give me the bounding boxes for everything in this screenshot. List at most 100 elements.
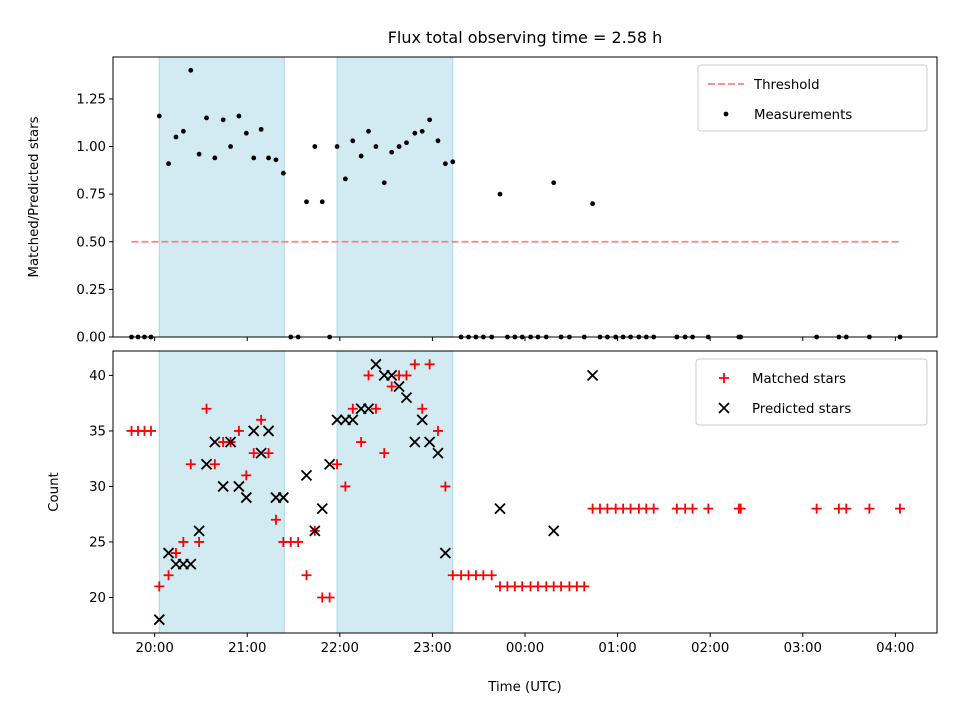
matched-star-point xyxy=(417,403,428,414)
matched-star-point xyxy=(648,503,659,514)
y-tick-label: 0.00 xyxy=(76,331,106,346)
predicted-star-point xyxy=(224,436,237,448)
predicted-star-point xyxy=(277,491,289,504)
measurement-point xyxy=(156,113,162,119)
matched-star-point xyxy=(370,403,381,414)
legend-entry-label: Measurements xyxy=(754,108,852,123)
y-tick-label: 30 xyxy=(89,480,106,495)
top-panel-y-axis-label: Matched/Predicted stars xyxy=(27,116,42,277)
predicted-star-point xyxy=(193,525,205,537)
x-tick-label: 04:00 xyxy=(876,641,914,656)
measurement-point xyxy=(304,199,309,205)
matched-star-point xyxy=(324,592,335,603)
measurement-point xyxy=(212,155,218,161)
y-tick-label: 25 xyxy=(89,535,106,550)
legend-entry-label: Threshold xyxy=(753,78,820,93)
measurement-point xyxy=(381,180,387,186)
predicted-star-point xyxy=(185,558,197,570)
matched-star-point xyxy=(356,437,367,448)
y-tick-label: 0.50 xyxy=(76,235,106,250)
top-panel: 0.00 0.25 0.50 0.75 1.00 1.25 Matched/Predict… xyxy=(27,56,938,346)
measurement-point xyxy=(228,144,233,149)
shaded-interval-0 xyxy=(158,350,285,634)
measurement-point xyxy=(188,67,194,73)
measurement-point xyxy=(251,155,257,161)
measurement-point xyxy=(173,134,179,140)
matched-star-point xyxy=(194,536,205,547)
predicted-star-point xyxy=(200,458,213,470)
matched-star-point xyxy=(486,570,497,581)
matched-star-point xyxy=(293,536,304,547)
measurement-point xyxy=(334,144,340,149)
predicted-star-point xyxy=(331,414,343,426)
matched-star-point xyxy=(894,503,905,514)
predicted-star-point xyxy=(409,436,421,448)
legend-entry-label: Predicted stars xyxy=(752,402,851,417)
matched-star-point xyxy=(170,548,181,559)
predicted-star-point xyxy=(262,425,275,437)
bottom-panel: 20 25 30 35 40 20:00 21:00 22:00 23:00 00:00 01:0… xyxy=(47,350,938,656)
matched-star-point xyxy=(864,503,875,514)
matched-star-point xyxy=(703,503,714,514)
x-tick-label: 20:00 xyxy=(135,641,173,656)
matched-star-point xyxy=(424,359,435,370)
predicted-star-point xyxy=(416,414,428,426)
legend-box xyxy=(695,358,928,426)
measurement-point xyxy=(312,144,318,149)
y-tick-label: 0.75 xyxy=(76,188,106,203)
y-tick-label: 35 xyxy=(89,424,106,439)
y-tick-label: 40 xyxy=(89,369,106,384)
x-tick-label: 21:00 xyxy=(228,641,266,656)
matched-star-point xyxy=(409,359,420,370)
predicted-star-point xyxy=(393,380,405,393)
predicted-star-point xyxy=(347,414,359,426)
matched-star-point xyxy=(579,581,590,592)
measurement-point xyxy=(236,113,242,119)
predicted-star-point xyxy=(209,436,221,448)
matched-star-point xyxy=(201,403,212,414)
legend-measurement-swatch xyxy=(723,111,729,117)
matched-star-point xyxy=(811,503,822,514)
predicted-star-point xyxy=(370,358,382,370)
shaded-interval-1 xyxy=(336,350,454,634)
x-axis-label: Time (UTC) xyxy=(487,680,562,695)
measurement-point xyxy=(319,199,325,205)
matched-star-point xyxy=(154,581,165,592)
predicted-star-point xyxy=(316,503,328,515)
top-panel-shaded-intervals xyxy=(158,56,454,338)
y-tick-label: 1.00 xyxy=(76,140,106,155)
measurement-point xyxy=(342,176,348,182)
measurement-point xyxy=(220,117,226,123)
measurement-point xyxy=(389,149,395,155)
measurement-point xyxy=(427,117,433,123)
chart-title: Flux total observing time = 2.58 h xyxy=(388,28,663,47)
predicted-star-point xyxy=(300,469,313,481)
matched-star-point xyxy=(241,470,252,481)
measurement-point xyxy=(358,153,364,159)
predicted-star-point xyxy=(233,480,245,493)
matched-star-point xyxy=(347,403,358,414)
predicted-star-point xyxy=(309,525,321,537)
shaded-interval-0 xyxy=(158,56,285,338)
matched-star-point xyxy=(379,448,390,459)
measurement-point xyxy=(404,140,409,146)
predicted-star-point xyxy=(386,369,398,382)
matched-star-point xyxy=(270,514,281,525)
predicted-star-point xyxy=(255,447,267,459)
x-tick-label: 23:00 xyxy=(413,641,451,656)
top-panel-y-ticks: 0.00 0.25 0.50 0.75 1.00 1.25 xyxy=(76,92,113,346)
matched-star-point xyxy=(163,570,174,581)
y-tick-label: 20 xyxy=(89,591,106,606)
predicted-star-point xyxy=(432,447,444,459)
predicted-star-point xyxy=(424,436,436,448)
bottom-panel-y-ticks: 20 25 30 35 40 xyxy=(89,369,113,606)
measurement-point xyxy=(204,115,209,121)
measurement-point xyxy=(166,161,171,167)
measurement-point xyxy=(435,138,441,144)
predicted-star-point xyxy=(586,369,599,382)
matched-star-point xyxy=(263,448,274,459)
measurement-point xyxy=(273,157,279,163)
x-tick-label: 02:00 xyxy=(691,641,729,656)
predicted-star-point xyxy=(548,525,560,537)
predicted-star-point xyxy=(153,614,165,626)
